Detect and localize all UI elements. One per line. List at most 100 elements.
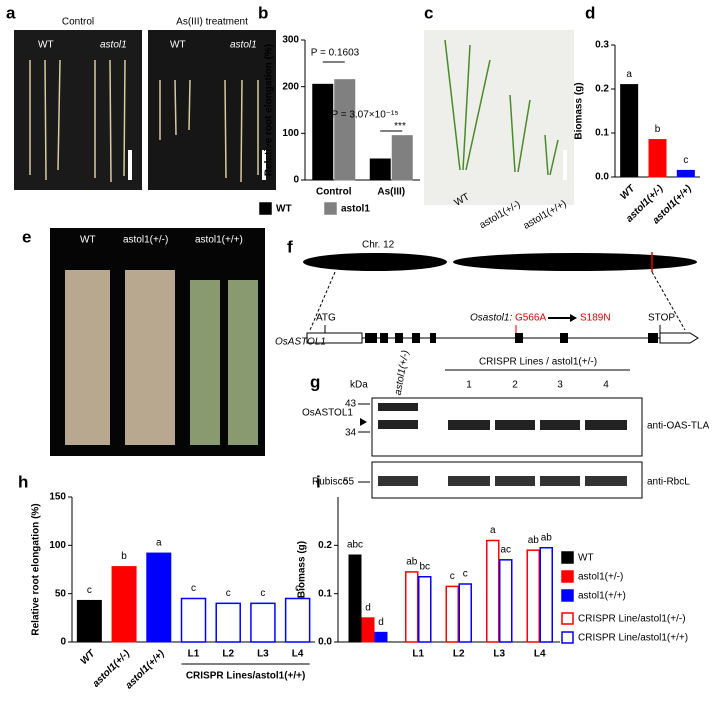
y-tick-label: 0.2 [595,84,609,95]
bar [620,84,639,178]
marker: 34 [345,428,357,439]
significance-letter: c [450,571,455,582]
genotype-label: astol1 [100,40,127,51]
significance-letter: ac [500,544,511,555]
x-tick-label: L4 [292,649,304,660]
legend-label: CRISPR Line/astol1(+/+) [578,633,688,644]
gene-label: OsASTOL1 [275,337,326,348]
bar [361,617,375,643]
bar [374,631,388,643]
significance-letter: ab [528,535,540,546]
x-tick-label: L1 [188,649,200,660]
significance-letter: c [683,155,688,166]
lanes-title: CRISPR Lines / astol1(+/-) [479,357,597,368]
mutation: S189N [580,313,611,324]
antibody-label: anti-RbcL [647,477,690,488]
mutation: G566A [515,313,546,324]
stop-codon: STOP [648,313,675,324]
bar [486,539,500,643]
x-tick-label: L3 [493,649,505,660]
lane-label: astol1(+/-) [393,349,412,396]
condition-label: As(III) treatment [176,17,248,28]
lane-label: 3 [557,380,563,391]
western-blot [358,369,643,499]
significance-letter: c [226,588,231,599]
legend-label: astol1 [341,204,370,215]
band-label: Rubisco [312,477,349,488]
lane-label: 4 [603,380,609,391]
panel-letter: c [424,3,433,22]
x-tick-label: As(III) [377,187,405,198]
bar [180,597,207,643]
y-tick-label: 0 [293,175,299,186]
y-tick-label: 0.0 [318,637,332,648]
bar [312,83,334,181]
y-tick-label: 150 [49,492,66,503]
x-tick-label: WT [618,183,637,202]
band-label: OsASTOL1 [302,408,353,419]
x-tick-label: L2 [222,649,234,660]
x-tick-label: WT [79,648,98,667]
bar [458,583,472,643]
bar [111,566,137,643]
panel-letter: f [287,237,293,256]
chromosome [303,252,699,344]
annotation: P = 0.1603 [311,48,360,59]
genotype-label: WT [38,40,54,51]
genotype-label: astol1(+/-) [123,235,168,246]
unit-label: kDa [350,380,368,391]
bar [334,79,356,181]
significance-letter: c [260,588,265,599]
y-tick-label: 100 [49,540,66,551]
mutant-label: Osastol1: [470,313,512,324]
panel-letter: a [6,3,16,22]
legend-label: WT [276,204,292,215]
legend-label: CRISPR Line/astol1(+/-) [578,614,686,625]
bar [418,576,432,643]
antibody-label: anti-OAS-TLA [647,421,710,432]
panel-letter: g [310,372,320,391]
significance-letter: ab [541,532,553,543]
significance-letter: a [156,538,162,549]
x-tick-label: Control [316,187,352,198]
legend-label: WT [578,553,594,564]
legend-swatch [561,551,574,564]
bar [348,554,362,643]
significance-letter: c [191,583,196,594]
x-axis-label: CRISPR Lines/astol1(+/+) [186,671,305,682]
y-tick-label: 0.1 [318,588,332,599]
significance-letter: b [121,551,127,562]
legend-swatch [561,570,574,583]
y-tick-label: 0.3 [595,40,609,51]
bar [676,169,695,178]
genotype-label: WT [170,40,186,51]
y-tick-label: 300 [282,35,299,46]
y-axis-label: Relative root elongation (%) [264,44,275,176]
significance-letter: c [463,569,468,580]
y-tick-label: 0 [60,637,66,648]
legend-swatch [259,202,272,215]
significance-letter: a [626,69,632,80]
y-tick-label: 200 [282,81,299,92]
genotype-label: astol1 [230,40,257,51]
panel-letter: b [258,3,268,22]
y-axis-label: Relative root elongation (%) [31,503,42,635]
significance-letter: d [365,602,371,613]
significance-letter: c [87,585,92,596]
bar [539,547,553,643]
legend-label: astol1(+/-) [578,572,623,583]
y-tick-label: 0.0 [595,172,609,183]
photo-e [50,228,265,456]
significance-letter: b [655,124,661,135]
legend-label: astol1(+/+) [578,591,626,602]
y-axis-label: Biomass (g) [297,541,308,598]
lane-label: 1 [466,380,472,391]
marker: 55 [343,477,355,488]
significance-letter: c [295,583,300,594]
bar [146,552,172,643]
legend-swatch [561,589,574,602]
panel-letter: h [18,472,28,491]
start-codon: ATG [316,313,336,324]
bar [499,559,513,643]
